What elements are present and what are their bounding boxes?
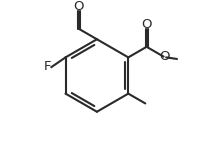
Text: O: O	[141, 18, 152, 31]
Text: F: F	[44, 60, 51, 73]
Text: O: O	[73, 0, 84, 13]
Text: O: O	[159, 50, 169, 63]
